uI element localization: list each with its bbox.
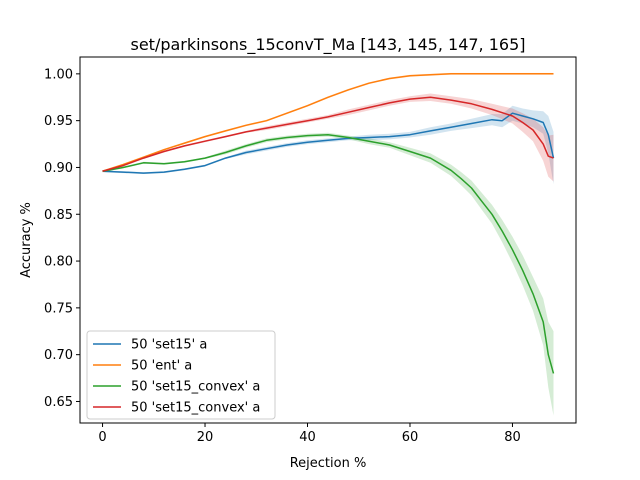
y-tick-label: 0.65	[44, 395, 73, 410]
chart-title: set/parkinsons_15convT_Ma [143, 145, 147…	[130, 35, 525, 55]
y-tick-label: 0.85	[44, 208, 73, 223]
x-tick-label: 40	[299, 430, 316, 445]
line-series-1	[102, 112, 555, 174]
line-series-4	[102, 96, 554, 172]
legend-box	[86, 330, 276, 420]
x-tick-label: 20	[197, 430, 214, 445]
legend-label-2: 50 'ent' a	[131, 359, 192, 374]
x-tick-label: 0	[98, 430, 106, 445]
series-lines	[102, 73, 555, 374]
y-tick-label: 0.90	[44, 161, 73, 176]
legend-label-4: 50 'set15_convex' a	[131, 401, 260, 416]
line-series-3	[102, 133, 555, 374]
y-axis-ticks: 0.65 0.70 0.75 0.80 0.85 0.90 0.95 1.00	[44, 67, 80, 410]
x-tick-label: 60	[402, 430, 419, 445]
y-tick-label: 0.95	[44, 114, 73, 129]
band-series-1	[102, 105, 554, 185]
confidence-bands	[102, 72, 554, 416]
legend: 50 'set15' a 50 'ent' a 50 'set15_convex' …	[86, 330, 276, 420]
y-tick-label: 0.75	[44, 301, 73, 316]
plot-frame	[79, 56, 577, 424]
y-tick-label: 0.80	[44, 255, 73, 270]
y-tick-label: 1.00	[44, 67, 73, 82]
legend-label-3: 50 'set15_convex' a	[131, 380, 260, 395]
x-axis-ticks: 0 20 40 60 80	[98, 423, 521, 445]
y-tick-label: 0.70	[44, 348, 73, 363]
x-tick-label: 80	[504, 430, 521, 445]
line-series-2	[102, 73, 554, 172]
x-axis-label: Rejection %	[290, 456, 367, 471]
legend-label-1: 50 'set15' a	[131, 338, 207, 353]
y-axis-label: Accuracy %	[19, 202, 34, 278]
